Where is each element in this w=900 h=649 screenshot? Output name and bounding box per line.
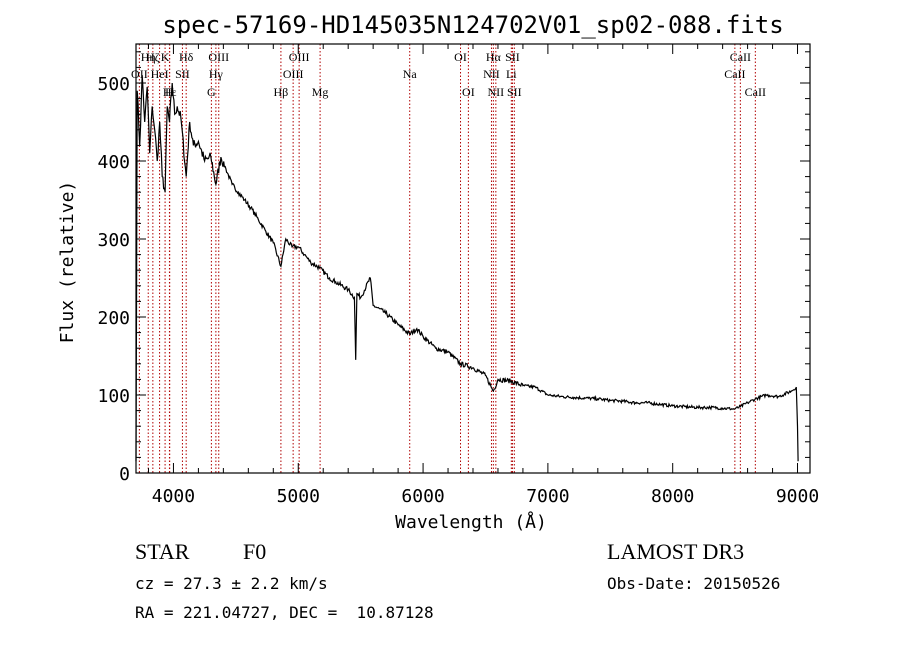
emission-line-markers <box>138 44 756 473</box>
line-label-9: G <box>207 85 216 99</box>
line-label-6: Hε <box>163 85 177 99</box>
line-label-20: Hα <box>486 50 502 64</box>
x-tick-label-4: 8000 <box>651 486 694 507</box>
line-label-25: CaII <box>724 67 745 81</box>
y-tick-label-0: 0 <box>119 464 130 485</box>
line-label-10: Hγ <box>209 67 224 81</box>
y-tick-label-3: 300 <box>97 230 130 251</box>
y-axis-label: Flux (relative) <box>57 181 78 344</box>
line-label-1: Hη <box>141 50 156 64</box>
x-tick-label-2: 6000 <box>401 486 444 507</box>
line-label-3: HeI <box>151 67 169 81</box>
line-label-2: Hζ <box>146 50 160 64</box>
line-label-26: CaII <box>730 50 751 64</box>
line-label-18: OI <box>462 85 475 99</box>
line-label-21: NII <box>488 85 505 99</box>
redshift-cz: cz = 27.3 ± 2.2 km/s <box>135 574 328 593</box>
x-tick-label-5: 9000 <box>776 486 819 507</box>
x-axis-ticks: 4000 5000 6000 7000 8000 9000 <box>147 44 819 507</box>
line-label-0: OII <box>131 67 148 81</box>
line-label-23: SII <box>505 50 520 64</box>
survey-name: LAMOST DR3 <box>607 539 745 564</box>
x-tick-label-3: 7000 <box>526 486 569 507</box>
line-label-11: OIII <box>208 50 229 64</box>
line-label-22: Li <box>506 67 517 81</box>
object-class: STAR <box>135 539 190 564</box>
flux-series-line <box>135 75 799 462</box>
x-tick-label-0: 4000 <box>152 486 195 507</box>
y-tick-label-1: 100 <box>97 386 130 407</box>
line-label-5: H <box>165 85 174 99</box>
x-tick-label-1: 5000 <box>277 486 320 507</box>
line-label-4: K <box>161 50 170 64</box>
line-label-12: Hβ <box>274 85 289 99</box>
line-label-15: Mg <box>312 85 329 99</box>
object-subclass: F0 <box>243 539 267 564</box>
y-tick-label-4: 400 <box>97 152 130 173</box>
line-label-17: OI <box>454 50 467 64</box>
observation-date: Obs-Date: 20150526 <box>607 574 781 593</box>
line-label-19: NII <box>483 67 500 81</box>
y-tick-label-5: 500 <box>97 74 130 95</box>
y-tick-label-2: 200 <box>97 308 130 329</box>
line-label-14: OIII <box>289 50 310 64</box>
line-label-16: Na <box>403 67 418 81</box>
chart-title: spec-57169-HD145035N124702V01_sp02-088.f… <box>162 11 783 39</box>
y-axis-ticks: 0 100 200 300 400 500 <box>97 51 810 485</box>
x-axis-label: Wavelength (Å) <box>395 511 547 533</box>
coordinates: RA = 221.04727, DEC = 10.87128 <box>135 603 434 622</box>
line-label-13: OIII <box>283 67 304 81</box>
line-label-24: SII <box>507 85 522 99</box>
line-label-27: CaII <box>745 85 766 99</box>
line-label-8: Hδ <box>179 50 194 64</box>
line-label-7: SII <box>175 67 190 81</box>
